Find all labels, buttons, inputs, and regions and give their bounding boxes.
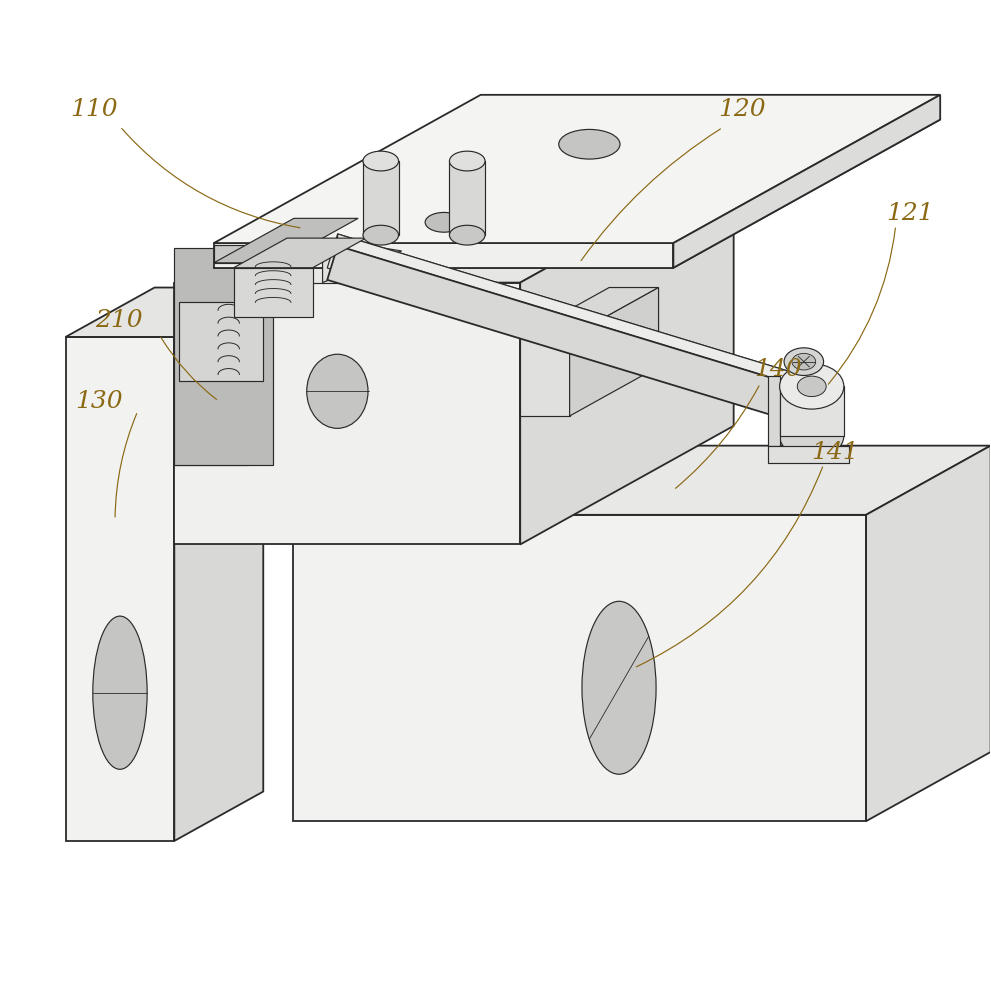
Polygon shape (293, 258, 451, 283)
Polygon shape (293, 515, 866, 821)
Ellipse shape (798, 376, 826, 397)
Ellipse shape (780, 364, 844, 409)
Polygon shape (179, 302, 264, 381)
Polygon shape (174, 357, 249, 465)
Polygon shape (214, 120, 940, 268)
Polygon shape (293, 446, 991, 515)
Polygon shape (174, 288, 264, 841)
Ellipse shape (450, 151, 485, 171)
Polygon shape (234, 268, 313, 317)
Ellipse shape (582, 601, 656, 774)
Polygon shape (520, 164, 733, 544)
Ellipse shape (363, 151, 398, 171)
Polygon shape (338, 234, 792, 384)
Ellipse shape (425, 212, 463, 232)
Polygon shape (322, 238, 401, 283)
Polygon shape (768, 446, 848, 463)
Polygon shape (174, 283, 520, 544)
Polygon shape (327, 234, 792, 406)
Text: 121: 121 (886, 202, 934, 225)
Text: 210: 210 (95, 309, 143, 332)
Polygon shape (293, 169, 611, 258)
Polygon shape (65, 337, 174, 841)
Polygon shape (450, 161, 485, 235)
Polygon shape (768, 376, 780, 446)
Ellipse shape (450, 225, 485, 245)
Polygon shape (780, 386, 844, 436)
Polygon shape (214, 243, 673, 268)
Polygon shape (234, 238, 366, 268)
Ellipse shape (93, 616, 147, 769)
Polygon shape (174, 248, 274, 465)
Polygon shape (673, 95, 940, 268)
Polygon shape (520, 288, 659, 337)
Polygon shape (866, 446, 991, 821)
Ellipse shape (363, 225, 398, 245)
Text: 140: 140 (754, 358, 802, 381)
Text: 130: 130 (75, 390, 123, 413)
Polygon shape (570, 288, 659, 416)
Ellipse shape (307, 354, 368, 428)
Text: 141: 141 (812, 441, 859, 464)
Ellipse shape (792, 353, 816, 370)
Ellipse shape (780, 413, 844, 458)
Polygon shape (520, 337, 570, 416)
Ellipse shape (559, 129, 620, 159)
Ellipse shape (784, 348, 824, 375)
Polygon shape (65, 288, 264, 337)
Polygon shape (327, 246, 792, 418)
Polygon shape (214, 95, 940, 243)
Ellipse shape (347, 215, 401, 243)
Polygon shape (174, 164, 733, 283)
Polygon shape (363, 161, 398, 235)
Text: 120: 120 (717, 98, 765, 121)
Text: 110: 110 (70, 98, 118, 121)
Polygon shape (214, 245, 278, 263)
Polygon shape (214, 218, 358, 263)
